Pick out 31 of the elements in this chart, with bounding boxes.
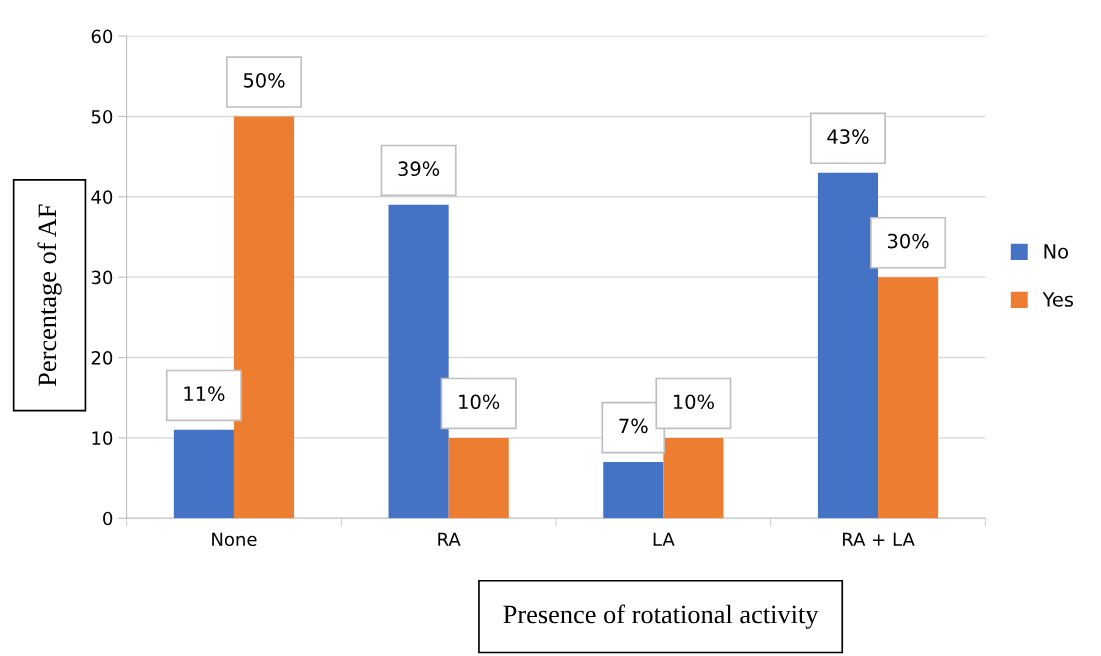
y-tick-label: 30 bbox=[91, 270, 113, 285]
x-tick-label: RA + LA bbox=[843, 532, 915, 546]
y-tick-label: 50 bbox=[91, 109, 113, 124]
bar bbox=[233, 116, 295, 519]
x-axis-title: Presence of rotational activity bbox=[503, 604, 819, 629]
x-tick-label: None bbox=[212, 532, 257, 547]
legend-label: No bbox=[1044, 244, 1068, 259]
y-tick-label: 10 bbox=[92, 431, 113, 445]
bar bbox=[878, 277, 939, 519]
data-label: 39% bbox=[398, 161, 440, 177]
y-tick-label: 20 bbox=[91, 350, 113, 365]
bar bbox=[173, 429, 234, 519]
bar bbox=[388, 204, 449, 519]
data-label: 10% bbox=[673, 394, 714, 410]
data-label: 10% bbox=[459, 394, 500, 410]
data-label: 50% bbox=[243, 72, 285, 88]
y-tick-label: 0 bbox=[103, 511, 113, 526]
bar bbox=[817, 172, 879, 519]
data-label: 11% bbox=[184, 386, 225, 402]
bar bbox=[663, 437, 724, 519]
legend-label: Yes bbox=[1042, 292, 1074, 307]
y-tick-label: 40 bbox=[91, 190, 113, 204]
bar bbox=[448, 437, 509, 519]
bar bbox=[603, 461, 664, 519]
data-label: 30% bbox=[887, 233, 929, 249]
data-label: 43% bbox=[827, 129, 869, 144]
y-tick-label: 60 bbox=[91, 29, 113, 44]
x-tick-label: LA bbox=[653, 532, 675, 546]
x-tick-label: RA bbox=[438, 532, 461, 546]
y-axis-title: Percentage of AF bbox=[37, 204, 62, 387]
data-label: 7% bbox=[619, 418, 648, 434]
